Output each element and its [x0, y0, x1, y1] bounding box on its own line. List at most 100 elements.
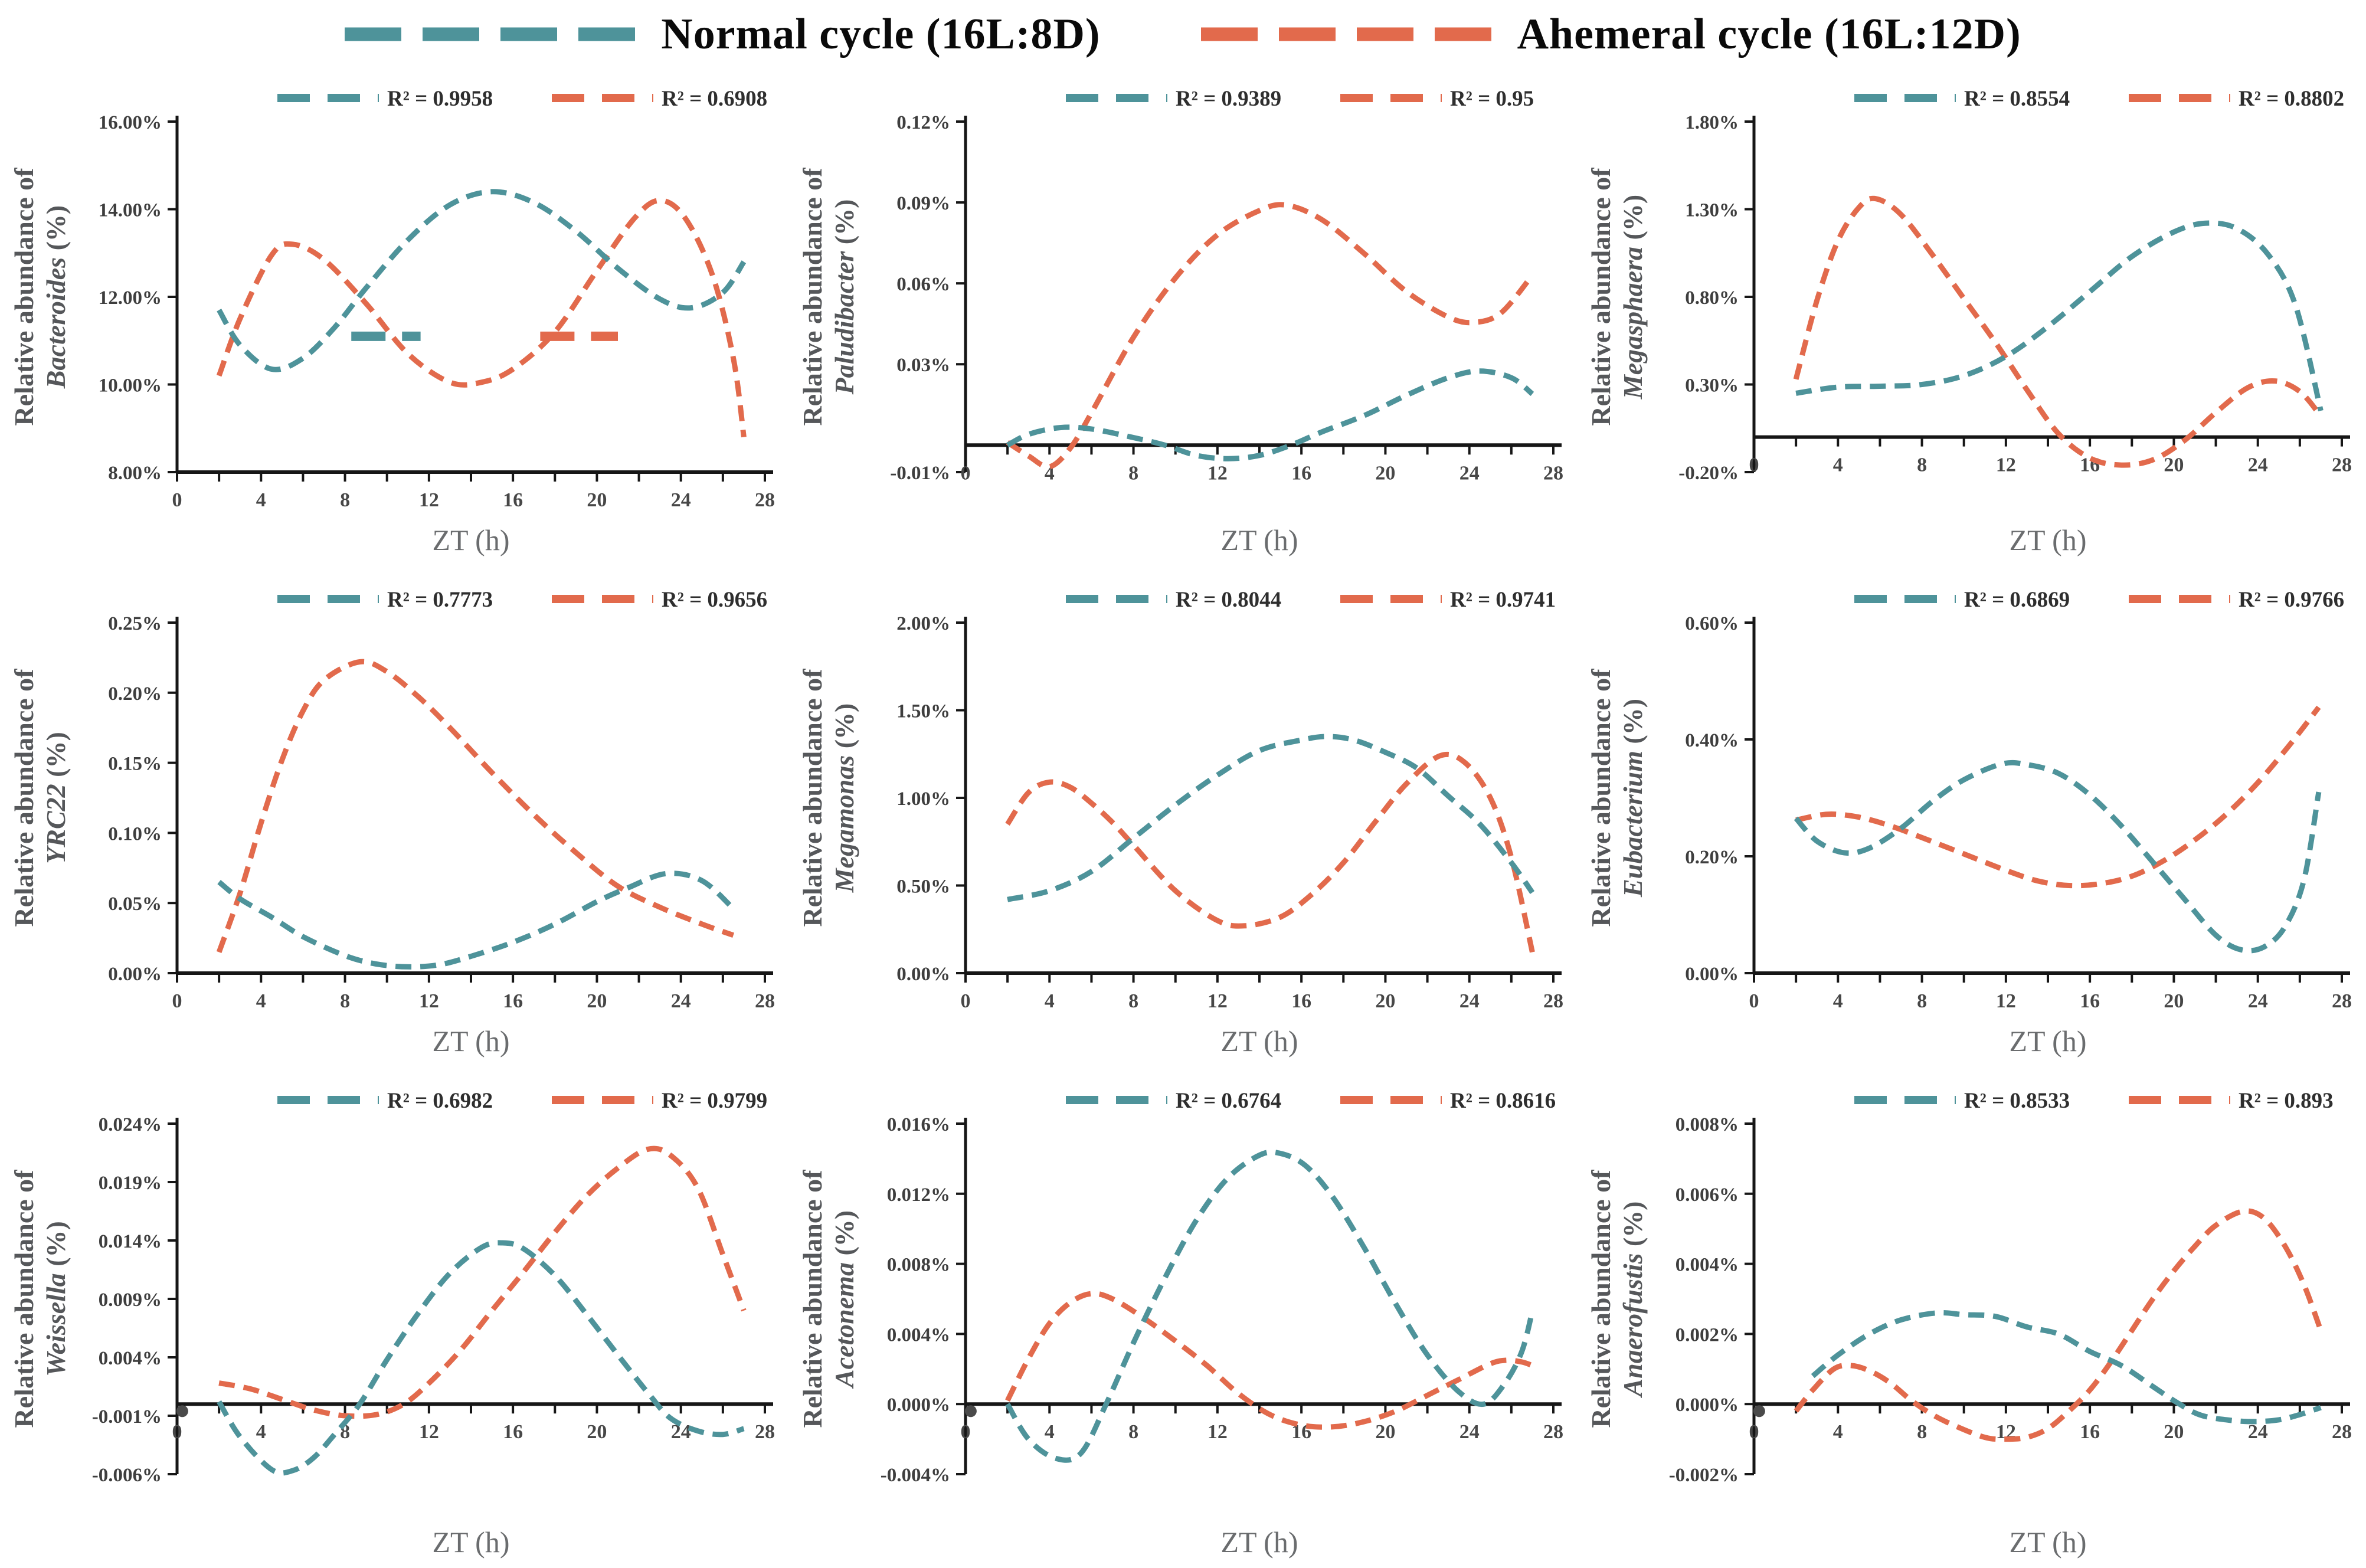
- r2-ahemeral-label: R² = 0.8802: [2239, 87, 2344, 111]
- x-tick-label: 0: [961, 990, 971, 1012]
- x-tick-label: 0: [961, 1421, 971, 1443]
- y-axis-title-line1: Relative abundance of: [1586, 168, 1616, 426]
- y-tick-label: 0.004%: [887, 1324, 950, 1346]
- y-axis-title: Relative abundance of Eubacterium (%): [1586, 669, 1648, 927]
- x-tick-label: 16: [503, 1421, 523, 1443]
- x-tick-label: 4: [1833, 454, 1843, 476]
- x-tick-label: 4: [1045, 990, 1055, 1012]
- x-tick-label: 12: [419, 489, 439, 511]
- x-axis-title: ZT (h): [433, 1024, 510, 1058]
- chart-weissella: -0.006% -0.001% 0.004% 0.009% 0.014% 0.019% 0.…: [0, 1067, 788, 1568]
- x-tick-label: 12: [1996, 990, 2016, 1012]
- x-tick-label: 12: [1207, 1421, 1228, 1443]
- genus-name: Megasphaera: [1618, 247, 1648, 400]
- x-tick-label: 20: [2164, 1421, 2184, 1443]
- figure-legend: Normal cycle (16L:8D) Ahemeral cycle (16…: [0, 0, 2366, 65]
- chart-megamonas: 0.00% 0.50% 1.00% 1.50% 2.00% 0 4 8 12 16 20 24 28 ZT…: [788, 566, 1577, 1067]
- y-tick-label: 0.60%: [1685, 613, 1739, 634]
- r2-ahemeral-label: R² = 0.8616: [1450, 1089, 1556, 1113]
- chart-svg-megamonas: 0.00% 0.50% 1.00% 1.50% 2.00% 0 4 8 12 16 20 24 28 ZT…: [797, 588, 1563, 1058]
- chart-acetonema: -0.004% 0.000% 0.004% 0.008% 0.012% 0.016% 0 4 8…: [788, 1067, 1577, 1568]
- r2-normal-label: R² = 0.7773: [387, 588, 493, 612]
- y-tick-label: 0.20%: [108, 683, 162, 705]
- y-tick-label: 0.80%: [1685, 287, 1739, 309]
- x-tick-label: 8: [1128, 990, 1138, 1012]
- y-axis-title-line2: Paludibacter (%): [829, 199, 859, 395]
- x-tick-label: 24: [1459, 990, 1480, 1012]
- y-tick-label: 0.004%: [99, 1348, 162, 1369]
- y-axis-title-line1: Relative abundance of: [9, 669, 39, 927]
- y-tick-label: -0.004%: [881, 1465, 950, 1486]
- y-tick-label: 1.00%: [896, 788, 950, 810]
- x-tick-label: 20: [1375, 990, 1395, 1012]
- ahemeral-dash-swatch: [1200, 27, 1491, 41]
- genus-name: Megamonas: [829, 755, 859, 893]
- y-tick-label: 0.019%: [99, 1173, 162, 1194]
- x-tick-label: 20: [587, 990, 607, 1012]
- x-tick-label: 24: [2248, 454, 2268, 476]
- x-tick-label: 24: [671, 1421, 691, 1443]
- y-tick-label: 0.09%: [896, 193, 950, 214]
- x-tick-label: 8: [1128, 462, 1138, 484]
- y-axis-title-line1: Relative abundance of: [1586, 1170, 1616, 1428]
- x-tick-label: 8: [1917, 990, 1927, 1012]
- chart-yrc22: 0.00% 0.05% 0.10% 0.15% 0.20% 0.25% 0 4 8 12 16 20 2…: [0, 566, 788, 1067]
- x-tick-label: 4: [256, 990, 266, 1012]
- ahemeral-cycle-curve: [218, 1145, 747, 1419]
- y-tick-label: 0.000%: [887, 1394, 950, 1416]
- x-tick-label: 16: [503, 990, 523, 1012]
- y-tick-label: 1.80%: [1685, 112, 1739, 133]
- y-axis-title-line1: Relative abundance of: [797, 1170, 827, 1428]
- r2-ahemeral-label: R² = 0.9741: [1450, 588, 1556, 612]
- x-tick-label: 0: [172, 990, 182, 1012]
- y-tick-label: 0.004%: [1675, 1255, 1739, 1276]
- y-tick-label: 0.009%: [99, 1289, 162, 1311]
- y-tick-label: 0.25%: [108, 613, 162, 634]
- x-tick-label: 28: [755, 489, 775, 511]
- y-axis-title: Relative abundance of Megamonas (%): [797, 669, 859, 927]
- y-tick-label: 0.00%: [896, 964, 950, 985]
- y-tick-label: 0.014%: [99, 1231, 162, 1252]
- y-tick-label: -0.20%: [1678, 463, 1739, 484]
- x-tick-label: 12: [1207, 462, 1228, 484]
- y-tick-label: -0.006%: [92, 1465, 162, 1486]
- y-tick-label: 0.06%: [896, 274, 950, 295]
- genus-name: Anaerofustis: [1618, 1253, 1648, 1399]
- x-axis-title: ZT (h): [2010, 523, 2087, 557]
- y-axis-title: Relative abundance of Acetonema (%): [797, 1170, 859, 1428]
- r2-normal-label: R² = 0.6764: [1176, 1089, 1281, 1113]
- x-tick-label: 24: [1459, 462, 1480, 484]
- x-tick-label: 24: [671, 489, 691, 511]
- ahemeral-cycle-curve: [1006, 202, 1534, 470]
- x-tick-label: 28: [2332, 990, 2352, 1012]
- legend-item-ahemeral: Ahemeral cycle (16L:12D): [1200, 9, 2021, 60]
- r2-normal-label: R² = 0.8044: [1176, 588, 1281, 612]
- y-axis-title: Relative abundance of Bacteroides (%): [9, 168, 71, 426]
- x-tick-label: 12: [1207, 990, 1228, 1012]
- x-tick-label: 4: [1833, 1421, 1843, 1443]
- x-tick-label: 8: [340, 990, 350, 1012]
- x-axis-title: ZT (h): [1221, 1024, 1298, 1058]
- x-tick-label: 28: [1543, 1421, 1563, 1443]
- chart-svg-weissella: -0.006% -0.001% 0.004% 0.009% 0.014% 0.019% 0.…: [9, 1089, 775, 1559]
- normal-cycle-curve: [1005, 1149, 1535, 1463]
- y-tick-label: 2.00%: [896, 613, 950, 634]
- r2-ahemeral-label: R² = 0.6908: [662, 87, 767, 111]
- legend-label-ahemeral: Ahemeral cycle (16L:12D): [1517, 9, 2021, 58]
- chart-svg-megasphaera: -0.20% 0.30% 0.80% 1.30% 1.80% 0 4 8 12 16 20 24 28 Z…: [1586, 87, 2352, 557]
- y-tick-label: 10.00%: [99, 375, 162, 397]
- y-axis-title-line1: Relative abundance of: [797, 168, 827, 426]
- ahemeral-cycle-curve: [1005, 1291, 1533, 1430]
- y-tick-label: -0.001%: [92, 1406, 162, 1428]
- r2-ahemeral-label: R² = 0.893: [2239, 1089, 2334, 1113]
- x-tick-label: 4: [1833, 990, 1843, 1012]
- r2-normal-label: R² = 0.9958: [387, 87, 493, 111]
- y-tick-label: 0.10%: [108, 823, 162, 844]
- x-tick-label: 16: [503, 489, 523, 511]
- chart-eubacterium: 0.00% 0.20% 0.40% 0.60% 0 4 8 12 16 20 24 28 ZT (h) R…: [1577, 566, 2365, 1067]
- legend-label-normal: Normal cycle (16L:8D): [661, 9, 1101, 58]
- x-tick-label: 16: [2080, 454, 2100, 476]
- x-tick-label: 16: [2080, 990, 2100, 1012]
- genus-name: Acetonema: [829, 1262, 859, 1389]
- y-axis-title-line1: Relative abundance of: [797, 669, 827, 927]
